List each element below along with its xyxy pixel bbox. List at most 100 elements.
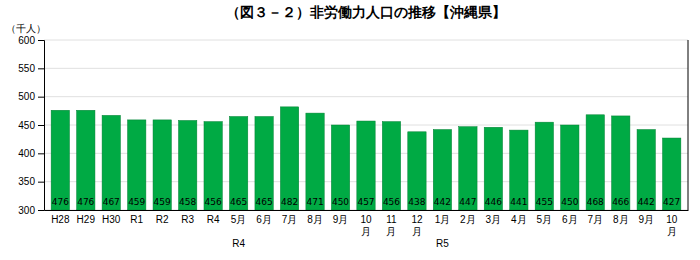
x-tick: H30: [102, 210, 121, 225]
x-tick: 5月R4: [231, 210, 247, 249]
tick-label: 6月: [562, 214, 578, 225]
data-label: 427: [663, 197, 680, 207]
x-tick: 10月: [360, 210, 372, 237]
tick-mark: [38, 68, 44, 69]
data-label: 465: [230, 197, 247, 207]
x-tick: 4月: [511, 210, 527, 225]
bar: [306, 113, 324, 210]
x-tick: 12月: [411, 210, 423, 237]
y-tick: 400: [18, 148, 44, 159]
tick-mark: [38, 97, 44, 98]
y-tick: 350: [18, 176, 44, 187]
tick-mark: [38, 40, 44, 41]
title: （図３－２）非労働力人口の推移【沖縄県】: [226, 4, 506, 20]
bar: [77, 110, 95, 210]
tick-label: 300: [18, 205, 35, 216]
tick-label: 9月: [638, 214, 654, 225]
bar: [663, 138, 681, 210]
x-tick: H29: [77, 210, 96, 225]
data-label: 465: [256, 197, 273, 207]
tick-label: H29: [77, 214, 96, 225]
data-labels: 4764764674594594584564654654824714504574…: [52, 197, 681, 207]
bar: [357, 121, 375, 210]
data-label: 456: [383, 197, 400, 207]
bar: [280, 107, 298, 210]
bar: [612, 116, 630, 210]
tick-label: 550: [18, 63, 35, 74]
data-label: 482: [281, 197, 298, 207]
tick-label: 11月: [386, 214, 397, 237]
x-tick: 1月R5: [435, 210, 451, 249]
tick-label: R3: [181, 214, 194, 225]
bar: [433, 130, 451, 210]
tick-mark: [38, 182, 44, 183]
x-tick: 9月: [638, 210, 654, 225]
data-label: 450: [561, 197, 578, 207]
data-label: 459: [154, 197, 171, 207]
tick-label: 5月R4: [231, 214, 247, 249]
tick-label: 8月: [307, 214, 323, 225]
tick-label: 1月R5: [435, 214, 451, 249]
bar: [128, 120, 146, 210]
tick-label: 7月: [587, 214, 603, 225]
grid-line: [44, 68, 688, 69]
tick-label: 5月: [537, 214, 553, 225]
tick-label: R2: [156, 214, 169, 225]
tick-label: R1: [130, 214, 143, 225]
x-tick: 5月: [537, 210, 553, 225]
y-tick: 450: [18, 120, 44, 131]
grid-line: [44, 96, 688, 97]
bar: [382, 122, 400, 210]
data-label: 468: [587, 197, 604, 207]
data-label: 467: [103, 197, 120, 207]
tick-label: 10月: [360, 214, 372, 237]
x-tick: 8月: [307, 210, 323, 225]
bar: [204, 122, 222, 210]
tick-label: 4月: [511, 214, 527, 225]
x-tick: H28: [51, 210, 70, 225]
data-label: 459: [128, 197, 145, 207]
tick-label: 3月: [486, 214, 502, 225]
axis-line: [38, 41, 45, 211]
x-tick: 2月: [460, 210, 476, 225]
tick-mark: [38, 125, 44, 126]
tick-label: 500: [18, 91, 35, 102]
frame-line: [688, 40, 689, 210]
tick-label: 7月: [282, 214, 298, 225]
bar: [331, 125, 349, 210]
x-tick: 10月: [666, 210, 678, 237]
tick-label: H30: [102, 214, 121, 225]
x-tick: 7月: [587, 210, 603, 225]
data-label: 438: [408, 197, 425, 207]
tick-label: 8月: [613, 214, 629, 225]
bar: [408, 132, 426, 210]
x-tick: R4: [207, 210, 220, 225]
tick-label: 10月: [666, 214, 678, 237]
x-tick: R3: [181, 210, 194, 225]
bar: [586, 115, 604, 210]
tick-label: 350: [18, 176, 35, 187]
bar: [510, 130, 528, 210]
tick-label: R4: [207, 214, 220, 225]
y-axis-label: （千人）: [6, 23, 46, 34]
tick-label: 2月: [460, 214, 476, 225]
x-tick: 9月: [333, 210, 349, 225]
bar: [255, 117, 273, 211]
bar: [179, 120, 197, 210]
chart-container: 4764764674594594584564654654824714504574…: [0, 0, 700, 260]
tick-mark: [38, 210, 44, 211]
x-tick: R1: [130, 210, 143, 225]
x-tick: 7月: [282, 210, 298, 225]
x-tick: 6月: [562, 210, 578, 225]
bar: [102, 115, 120, 210]
bar: [535, 122, 553, 210]
axis-line: [45, 210, 689, 211]
data-label: 447: [459, 197, 476, 207]
data-label: 476: [52, 197, 69, 207]
y-tick: 300: [18, 205, 44, 216]
data-label: 456: [205, 197, 222, 207]
y-tick: 600: [18, 35, 44, 46]
x-tick: 3月: [486, 210, 502, 225]
bar: [459, 127, 477, 210]
chart-svg: 4764764674594594584564654654824714504574…: [0, 0, 700, 260]
